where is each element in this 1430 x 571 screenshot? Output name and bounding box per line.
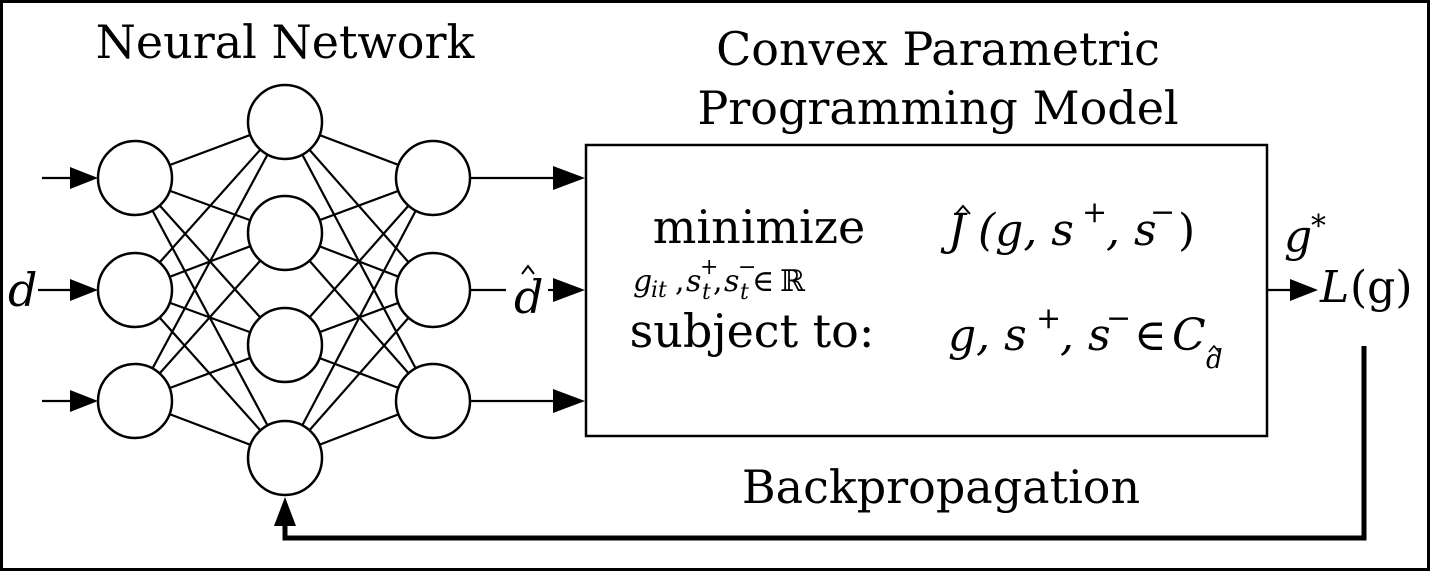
input-label: d	[8, 263, 37, 317]
svg-text:C: C	[1172, 310, 1206, 361]
svg-text:t: t	[702, 280, 711, 305]
svg-text:ℝ: ℝ	[780, 264, 806, 299]
svg-text:d: d	[1206, 345, 1223, 375]
output-node	[394, 362, 472, 440]
svg-text:*: *	[1311, 209, 1326, 244]
svg-text:+: +	[700, 255, 718, 280]
svg-text:(g): (g)	[1350, 262, 1413, 313]
opt-constraint: g, s + , s − ∈ C d	[948, 301, 1223, 375]
hidden-node	[246, 306, 324, 384]
svg-text:,: ,	[713, 264, 723, 299]
svg-text:g, s: g, s	[948, 310, 1027, 361]
input-node	[96, 139, 174, 217]
opt-objective: J (g, s + , s − )	[940, 195, 1195, 256]
output-arrows	[470, 166, 585, 413]
hidden-node	[246, 419, 324, 497]
prediction-label: d	[514, 264, 543, 324]
hidden-node	[246, 194, 324, 272]
svg-text:−: −	[1106, 301, 1131, 336]
svg-text:g: g	[633, 264, 652, 299]
svg-text:d: d	[514, 270, 543, 324]
svg-text:−: −	[1150, 195, 1175, 230]
svg-text:, s: , s	[1060, 310, 1111, 361]
solution-label: g *	[1284, 209, 1326, 262]
nn-connections	[134, 120, 434, 460]
solution-arrow	[1267, 279, 1318, 301]
svg-text:s: s	[724, 264, 739, 299]
opt-minimize-variables: g it , s + t , s − t ∈ ℝ	[633, 255, 806, 305]
svg-text:J: J	[940, 205, 968, 256]
input-arrows	[38, 167, 98, 412]
svg-text:∈: ∈	[1134, 310, 1167, 361]
input-node	[96, 251, 174, 329]
opt-minimize: minimize	[653, 200, 865, 254]
svg-text:g: g	[1284, 211, 1312, 262]
svg-text:+: +	[1036, 301, 1061, 336]
model-title-line1: Convex Parametric	[716, 22, 1160, 76]
svg-text:(g, s: (g, s	[978, 205, 1074, 256]
svg-text:∈: ∈	[752, 264, 774, 299]
svg-text:L: L	[1319, 262, 1349, 313]
output-node	[394, 139, 472, 217]
opt-subject-to: subject to:	[630, 304, 875, 358]
svg-text:−: −	[738, 255, 756, 280]
svg-text:t: t	[740, 280, 749, 305]
backprop-label: Backpropagation	[742, 460, 1140, 514]
svg-text:, s: , s	[1106, 205, 1157, 256]
backprop-arrow	[282, 346, 1367, 541]
svg-text:,: ,	[675, 264, 685, 299]
nn-title: Neural Network	[96, 15, 476, 69]
hidden-node	[246, 83, 324, 161]
input-node	[96, 362, 174, 440]
svg-text:): )	[1178, 205, 1195, 256]
output-node	[394, 251, 472, 329]
loss-label: L (g)	[1319, 262, 1413, 313]
svg-text:+: +	[1082, 195, 1107, 230]
svg-text:s: s	[686, 264, 701, 299]
nn-nodes	[96, 83, 472, 497]
model-title-line2: Programming Model	[697, 81, 1178, 135]
svg-text:it: it	[651, 278, 667, 303]
backprop-arrowhead	[274, 497, 296, 526]
